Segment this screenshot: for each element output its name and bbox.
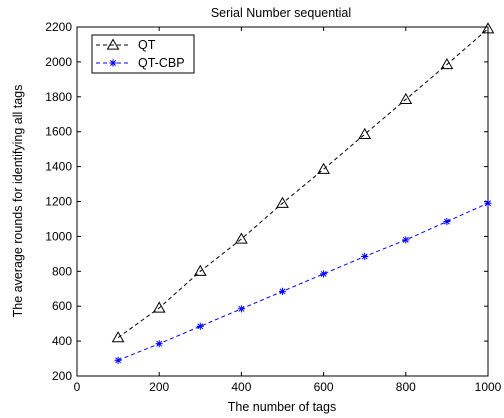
data-point-qt — [481, 22, 495, 34]
data-point-qt — [111, 331, 125, 343]
series-line-qt-cbp — [117, 202, 489, 361]
y-axis: 200 400 600 800 1000 1200 1400 1600 1800 2000 2200 — [45, 20, 488, 383]
y-tick-label: 2000 — [45, 55, 72, 69]
legend-marker-qt-cbp — [109, 59, 117, 67]
plot-area — [76, 26, 489, 377]
data-point-qt — [276, 196, 289, 208]
y-tick-label: 1400 — [45, 160, 72, 174]
series-qt — [111, 22, 495, 343]
y-tick-label: 600 — [52, 299, 72, 313]
data-point-qt — [399, 92, 413, 105]
data-point-qt-cbp — [320, 270, 328, 278]
data-point-qt-cbp — [484, 199, 492, 207]
y-tick-label: 200 — [52, 369, 72, 383]
x-tick-label: 1000 — [475, 380, 502, 394]
data-point-qt-cbp — [155, 340, 163, 348]
series-qt-cbp — [114, 199, 492, 364]
series-layer — [111, 22, 495, 364]
data-point-qt-cbp — [237, 305, 245, 313]
x-tick-label: 400 — [231, 380, 251, 394]
legend-marker-qt — [106, 38, 120, 50]
x-tick-label: 800 — [396, 380, 416, 394]
y-axis-title: The average rounds for identifying all t… — [11, 85, 25, 318]
data-point-qt-cbp — [443, 217, 451, 226]
data-point-qt-cbp — [196, 322, 204, 330]
y-tick-label: 1000 — [45, 229, 72, 243]
data-point-qt — [235, 232, 248, 244]
data-point-qt-cbp — [114, 356, 122, 364]
legend-marker-symbol-qt-cbp — [109, 59, 117, 67]
x-tick-label: 200 — [149, 380, 169, 394]
legend-marker-symbol-qt — [106, 38, 120, 50]
x-axis: 0 200 400 600 800 1000 — [74, 27, 502, 394]
data-point-qt — [358, 127, 372, 139]
legend: QT QT-CBP — [91, 34, 195, 74]
data-point-qt-cbp — [278, 287, 287, 295]
legend-box — [91, 34, 195, 74]
y-tick-label: 800 — [52, 264, 72, 278]
y-tick-label: 1800 — [45, 90, 72, 104]
series-line-qt — [117, 28, 489, 339]
x-tick-label: 0 — [74, 380, 81, 394]
data-point-qt — [193, 264, 207, 276]
y-tick-label: 400 — [52, 334, 72, 348]
y-tick-label: 1600 — [45, 125, 72, 139]
chart-title: Serial Number sequential — [211, 6, 351, 20]
data-point-qt — [317, 162, 330, 174]
data-point-qt — [152, 301, 166, 313]
y-tick-label: 1200 — [45, 195, 72, 209]
x-tick-label: 600 — [314, 380, 334, 394]
data-point-qt-cbp — [402, 236, 410, 244]
legend-label-qt: QT — [138, 38, 156, 52]
legend-label-qt-cbp: QT-CBP — [138, 56, 185, 70]
data-point-qt-cbp — [361, 252, 369, 261]
y-tick-label: 2200 — [45, 20, 72, 34]
data-point-qt — [440, 58, 454, 70]
x-axis-title: The number of tags — [228, 400, 336, 414]
